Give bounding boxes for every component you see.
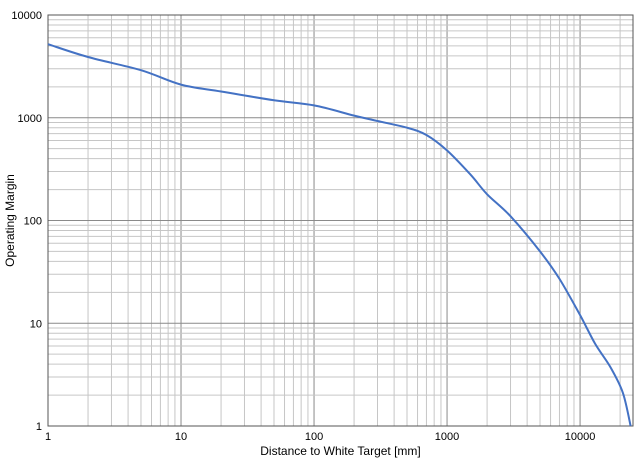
x-tick-label: 10000 <box>565 431 596 443</box>
x-tick-label: 1 <box>45 431 51 443</box>
y-tick-label: 1 <box>36 421 42 433</box>
plot-frame <box>47 14 634 427</box>
y-tick-label: 10 <box>30 318 42 330</box>
x-tick-label: 1000 <box>435 431 459 443</box>
x-tick-label: 10 <box>175 431 187 443</box>
y-tick-label: 1000 <box>18 113 42 125</box>
y-tick-labels: 1 10 100 1000 10000 <box>11 10 42 433</box>
x-tick-label: 100 <box>305 431 323 443</box>
y-tick-label: 10000 <box>11 10 42 22</box>
x-tick-labels: 1 10 100 1000 10000 <box>45 431 595 443</box>
y-tick-label: 100 <box>24 216 42 228</box>
x-axis-title: Distance to White Target [mm] <box>260 444 421 458</box>
series-line <box>47 43 632 427</box>
y-axis-title: Operating Margin <box>3 174 17 267</box>
grid <box>47 15 633 427</box>
